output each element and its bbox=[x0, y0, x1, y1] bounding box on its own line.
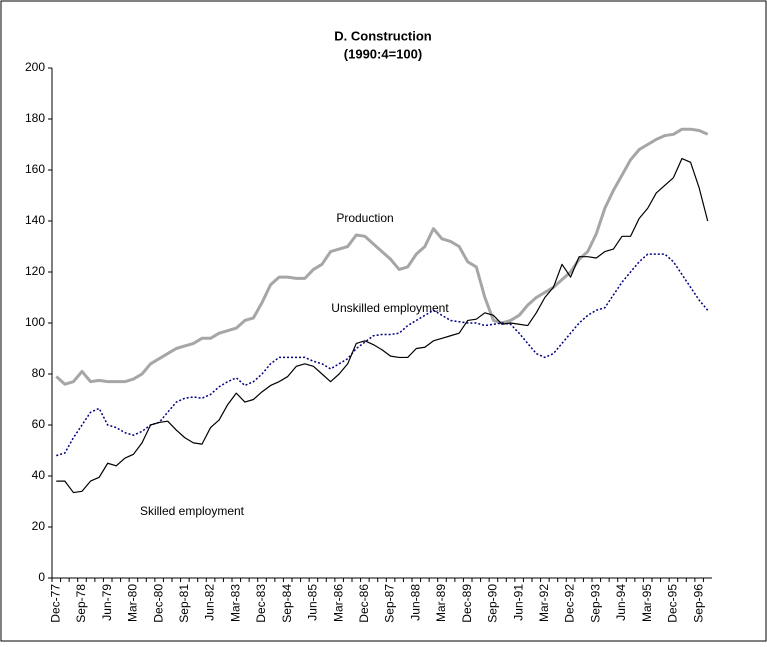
y-tick-label: 80 bbox=[32, 366, 46, 380]
y-tick-label: 160 bbox=[25, 162, 45, 176]
x-tick-label: Jun-94 bbox=[614, 584, 628, 621]
x-tick-label: Sep-90 bbox=[486, 584, 500, 623]
x-tick-label: Jun-85 bbox=[306, 584, 320, 621]
x-tick-label: Dec-86 bbox=[357, 584, 371, 623]
y-tick-label: 100 bbox=[25, 315, 45, 329]
x-tick-label: Sep-96 bbox=[691, 584, 705, 623]
y-tick-label: 140 bbox=[25, 213, 45, 227]
x-tick-label: Sep-87 bbox=[383, 584, 397, 623]
series-annotation: Skilled employment bbox=[140, 504, 245, 518]
x-tick-label: Dec-92 bbox=[563, 584, 577, 623]
x-tick-label: Sep-93 bbox=[588, 584, 602, 623]
x-tick-label: Jun-79 bbox=[100, 584, 114, 621]
y-tick-label: 0 bbox=[38, 570, 45, 584]
x-tick-label: Dec-77 bbox=[48, 584, 62, 623]
y-tick-label: 20 bbox=[32, 519, 46, 533]
x-tick-label: Jun-91 bbox=[511, 584, 525, 621]
series-line bbox=[55, 127, 709, 386]
x-tick-label: Mar-89 bbox=[434, 584, 448, 622]
y-tick-label: 200 bbox=[25, 60, 45, 74]
y-tick-label: 60 bbox=[32, 417, 46, 431]
series-annotation: Unskilled employment bbox=[331, 301, 449, 315]
x-tick-label: Mar-95 bbox=[640, 584, 654, 622]
x-tick-label: Dec-95 bbox=[666, 584, 680, 623]
chart-title: D. Construction bbox=[334, 28, 432, 43]
x-tick-label: Mar-80 bbox=[126, 584, 140, 622]
x-tick-label: Jun-82 bbox=[203, 584, 217, 621]
x-tick-label: Dec-83 bbox=[254, 584, 268, 623]
series-line bbox=[56, 157, 709, 494]
series-line bbox=[56, 253, 709, 457]
x-tick-label: Sep-84 bbox=[280, 584, 294, 623]
series-annotation: Production bbox=[336, 211, 393, 225]
x-tick-label: Sep-81 bbox=[177, 584, 191, 623]
x-tick-label: Mar-83 bbox=[228, 584, 242, 622]
y-tick-label: 180 bbox=[25, 111, 45, 125]
x-tick-label: Mar-86 bbox=[331, 584, 345, 622]
x-tick-label: Dec-89 bbox=[460, 584, 474, 623]
y-tick-label: 40 bbox=[32, 468, 46, 482]
x-tick-label: Dec-80 bbox=[151, 584, 165, 623]
x-tick-label: Sep-78 bbox=[74, 584, 88, 623]
chart-subtitle: (1990:4=100) bbox=[344, 46, 422, 61]
x-tick-label: Mar-92 bbox=[537, 584, 551, 622]
y-tick-label: 120 bbox=[25, 264, 45, 278]
x-tick-label: Jun-88 bbox=[408, 584, 422, 621]
